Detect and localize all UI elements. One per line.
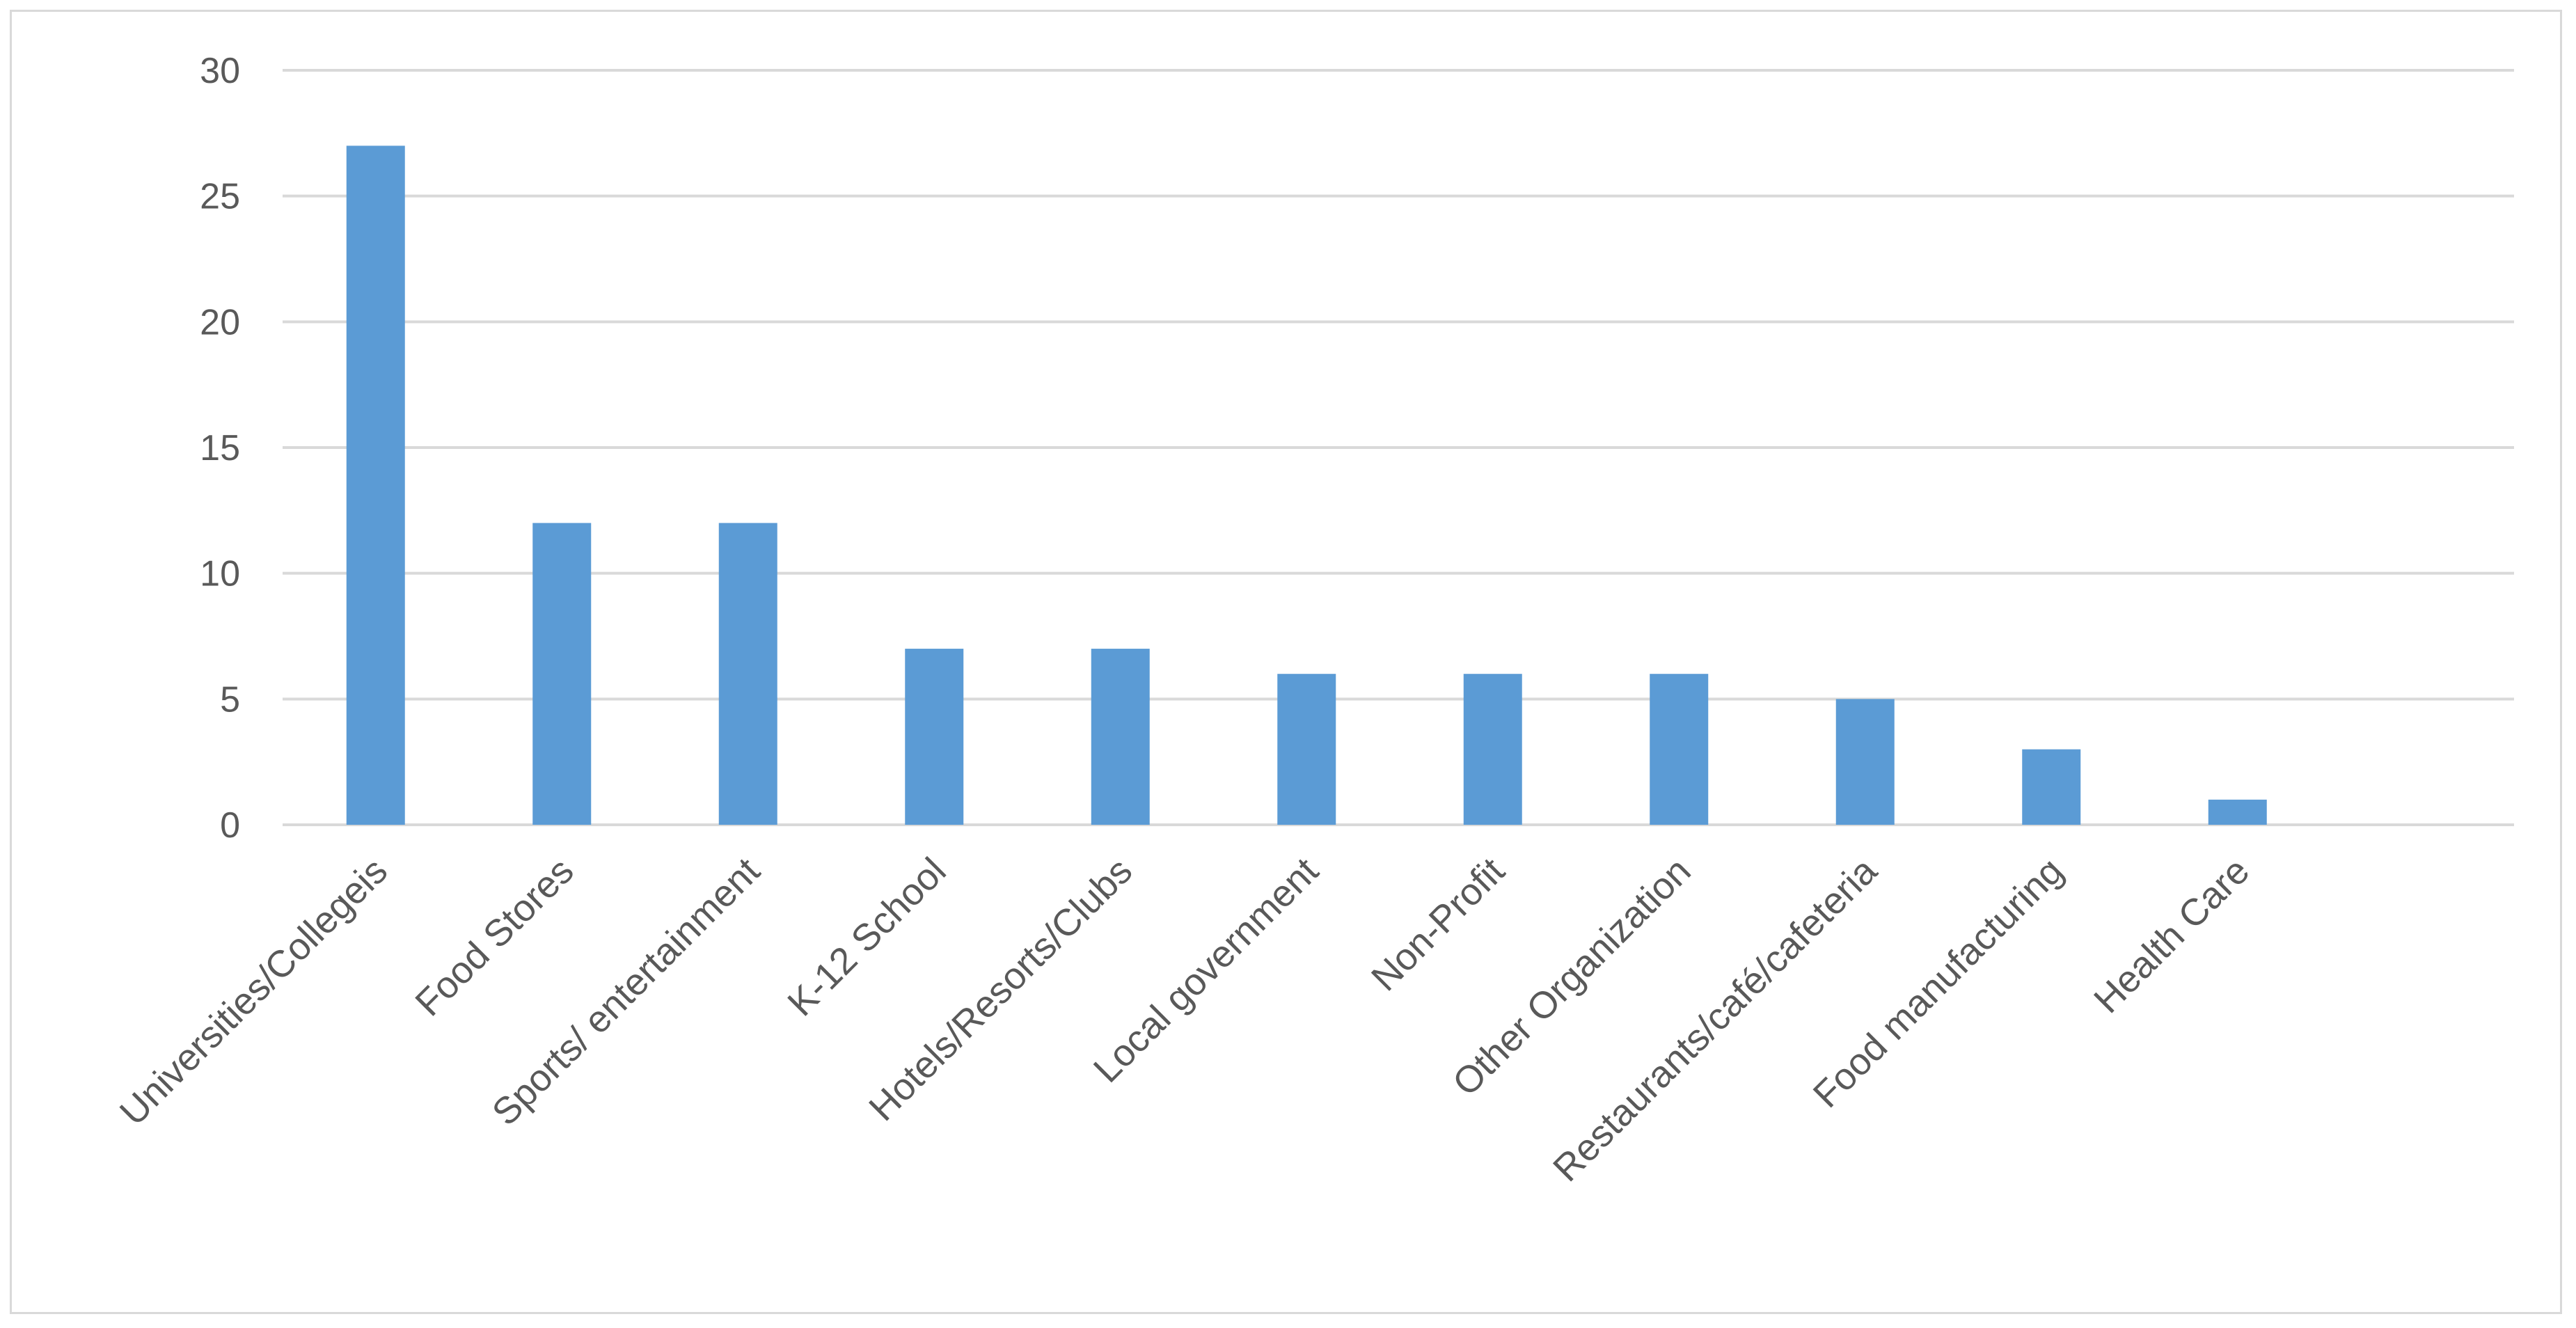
bar: [1277, 674, 1336, 825]
bar: [718, 523, 777, 825]
x-category-label: Non-Profit: [1364, 850, 1512, 999]
bar: [2208, 799, 2267, 825]
bar: [905, 649, 964, 825]
bar: [1650, 674, 1709, 825]
bar: [346, 145, 405, 825]
y-tick-label: 15: [200, 428, 240, 468]
y-tick-label: 25: [200, 177, 240, 217]
y-axis-ticks: 0 5 10 15 20 25 30: [200, 51, 240, 846]
bar: [532, 523, 592, 825]
x-category-label: K-12 School: [780, 850, 954, 1024]
bar: [1835, 699, 1895, 825]
x-category-label: Health Care: [2086, 850, 2257, 1021]
bar: [1463, 674, 1522, 825]
y-tick-label: 20: [200, 302, 240, 342]
bars: [346, 145, 2267, 825]
y-tick-label: 30: [200, 51, 240, 91]
x-category-label: Restaurants/café/cafeteria: [1545, 849, 1886, 1189]
y-tick-label: 10: [200, 554, 240, 594]
x-category-label: Universities/Collegeis: [112, 850, 395, 1133]
bar: [1091, 649, 1150, 825]
gridlines: [283, 69, 2514, 826]
x-category-label: Food Stores: [407, 850, 581, 1024]
y-tick-label: 0: [220, 805, 240, 846]
y-tick-label: 5: [220, 679, 240, 720]
bar: [2022, 749, 2081, 825]
chart-frame: [10, 10, 2562, 1314]
x-axis-category-labels: Universities/Collegeis Food StoresSports/…: [112, 849, 2257, 1189]
